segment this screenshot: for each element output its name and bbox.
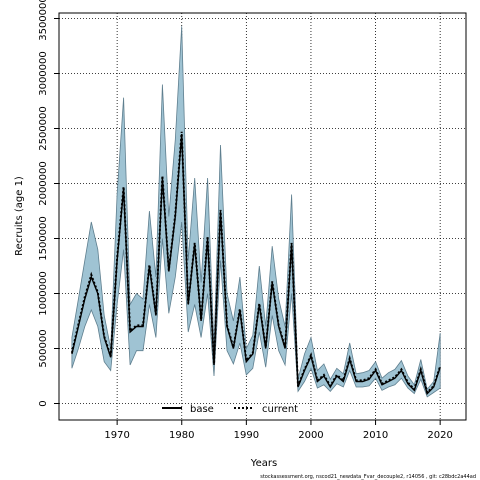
x-tick-label: 2020 xyxy=(427,430,452,441)
x-axis-title: Years xyxy=(250,458,277,469)
series-line-current xyxy=(70,131,442,395)
legend-label-current: current xyxy=(262,404,298,415)
y-tick-label: 3000000 xyxy=(38,51,49,96)
series-line-base xyxy=(71,133,441,395)
x-tick-label: 1980 xyxy=(169,430,194,441)
x-tick-label: 1970 xyxy=(104,430,129,441)
footnote: stockassessment.org, nscod21_newdata_Fva… xyxy=(260,474,476,480)
y-tick-label: 1000000 xyxy=(38,271,49,316)
y-tick-label: 1500000 xyxy=(38,216,49,261)
x-axis: 1970 1980 1990 2000 2010 2020 xyxy=(104,420,453,441)
confidence-band xyxy=(71,26,441,398)
y-tick-label: 500000 xyxy=(38,329,49,367)
y-tick-label: 2000000 xyxy=(38,161,49,206)
y-axis: 0 500000 1000000 1500000 2000000 2500000 30000… xyxy=(38,0,59,407)
x-tick-label: 2010 xyxy=(363,430,388,441)
y-tick-label: 2500000 xyxy=(38,106,49,151)
y-axis-title: Recruits (age 1) xyxy=(14,176,25,256)
y-tick-label: 0 xyxy=(38,400,49,406)
plot-frame xyxy=(58,12,467,421)
legend-label-base: base xyxy=(190,404,214,415)
x-tick-label: 2000 xyxy=(298,430,323,441)
legend: base current xyxy=(162,404,298,415)
y-tick-label: 3500000 xyxy=(38,0,49,41)
x-tick-label: 1990 xyxy=(234,430,259,441)
